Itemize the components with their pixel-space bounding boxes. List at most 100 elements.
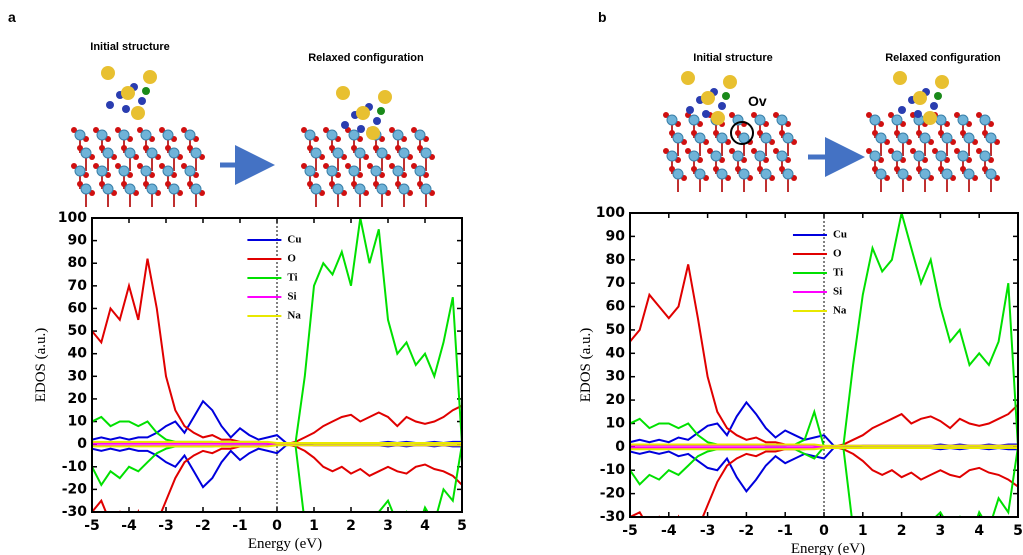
x-tick-label: 0 xyxy=(272,518,282,534)
atom xyxy=(894,166,900,172)
atom xyxy=(888,112,894,118)
atom xyxy=(738,168,750,180)
atom xyxy=(373,117,381,125)
atom xyxy=(348,129,360,141)
y-tick-label: -10 xyxy=(600,462,626,478)
atom xyxy=(373,181,379,187)
atom xyxy=(985,132,997,144)
atom xyxy=(140,129,152,141)
atom xyxy=(666,150,678,162)
atom xyxy=(77,181,83,187)
atom xyxy=(398,183,410,195)
atom xyxy=(131,106,145,120)
relaxed-label: Relaxed configuration xyxy=(308,52,424,64)
y-tick-label: 40 xyxy=(68,346,88,362)
atom xyxy=(159,127,165,133)
atom xyxy=(888,148,894,154)
atom xyxy=(722,92,730,100)
atom xyxy=(304,129,316,141)
x-tick-label: -5 xyxy=(622,523,638,539)
atom xyxy=(168,147,180,159)
atom xyxy=(187,181,193,187)
atom xyxy=(707,148,713,154)
atom xyxy=(666,114,678,126)
atom xyxy=(779,130,785,136)
atom xyxy=(702,110,710,118)
atom xyxy=(757,166,763,172)
atom xyxy=(71,163,77,169)
atom xyxy=(773,112,779,118)
atom xyxy=(332,147,344,159)
y-tick-label: 0 xyxy=(615,439,625,455)
atom xyxy=(301,163,307,169)
atom xyxy=(875,168,887,180)
structures xyxy=(71,66,1000,207)
atom xyxy=(711,111,725,125)
atom xyxy=(963,132,975,144)
y-tick-label: -20 xyxy=(600,486,626,502)
atom xyxy=(672,168,684,180)
atom xyxy=(398,147,410,159)
atom xyxy=(872,130,878,136)
atom xyxy=(982,130,988,136)
atom xyxy=(930,102,938,110)
atom xyxy=(914,110,922,118)
x-tick-label: 5 xyxy=(457,518,467,534)
atom xyxy=(776,114,788,126)
atom xyxy=(307,181,313,187)
line xyxy=(630,447,1018,451)
atom xyxy=(729,148,735,154)
atom xyxy=(118,165,130,177)
legend-label: Si xyxy=(287,291,296,303)
x-tick-label: 4 xyxy=(420,518,430,534)
atom xyxy=(723,75,737,89)
atom xyxy=(913,91,927,105)
frame xyxy=(91,217,463,513)
atom xyxy=(122,105,130,113)
atom xyxy=(356,106,370,120)
x-tick-label: 3 xyxy=(936,523,946,539)
atom xyxy=(729,112,735,118)
x-axis-label: Energy (eV) xyxy=(248,536,322,552)
atom xyxy=(138,97,146,105)
vacancy-label: Ov xyxy=(748,93,767,109)
atom xyxy=(354,147,366,159)
atom xyxy=(773,148,779,154)
y-tick-label: 10 xyxy=(606,415,626,431)
atom xyxy=(919,168,931,180)
atom xyxy=(357,125,365,133)
y-tick-label: 70 xyxy=(606,275,626,291)
atom xyxy=(332,183,344,195)
legend-label: Cu xyxy=(287,234,301,246)
atom xyxy=(121,181,127,187)
y-tick-label: 90 xyxy=(68,233,88,249)
atom xyxy=(389,127,395,133)
atom xyxy=(162,165,174,177)
atom xyxy=(688,114,700,126)
relaxed-label: Relaxed configuration xyxy=(885,52,1001,64)
x-axis-label: Energy (eV) xyxy=(791,541,865,555)
atom xyxy=(326,129,338,141)
atom xyxy=(941,168,953,180)
atom xyxy=(376,183,388,195)
atom xyxy=(897,132,909,144)
atom xyxy=(414,129,426,141)
atom xyxy=(872,166,878,172)
atom xyxy=(782,168,794,180)
atom xyxy=(941,132,953,144)
atom xyxy=(891,150,903,162)
line xyxy=(92,440,462,444)
atom xyxy=(181,127,187,133)
atom xyxy=(694,168,706,180)
atom xyxy=(694,132,706,144)
y-axis-label: EDOS (a.u.) xyxy=(33,328,49,403)
atom xyxy=(187,145,193,151)
atom xyxy=(366,126,380,140)
atom xyxy=(869,150,881,162)
x-tick-label: -1 xyxy=(232,518,248,534)
atom xyxy=(190,147,202,159)
atom xyxy=(897,168,909,180)
atom xyxy=(898,106,906,114)
